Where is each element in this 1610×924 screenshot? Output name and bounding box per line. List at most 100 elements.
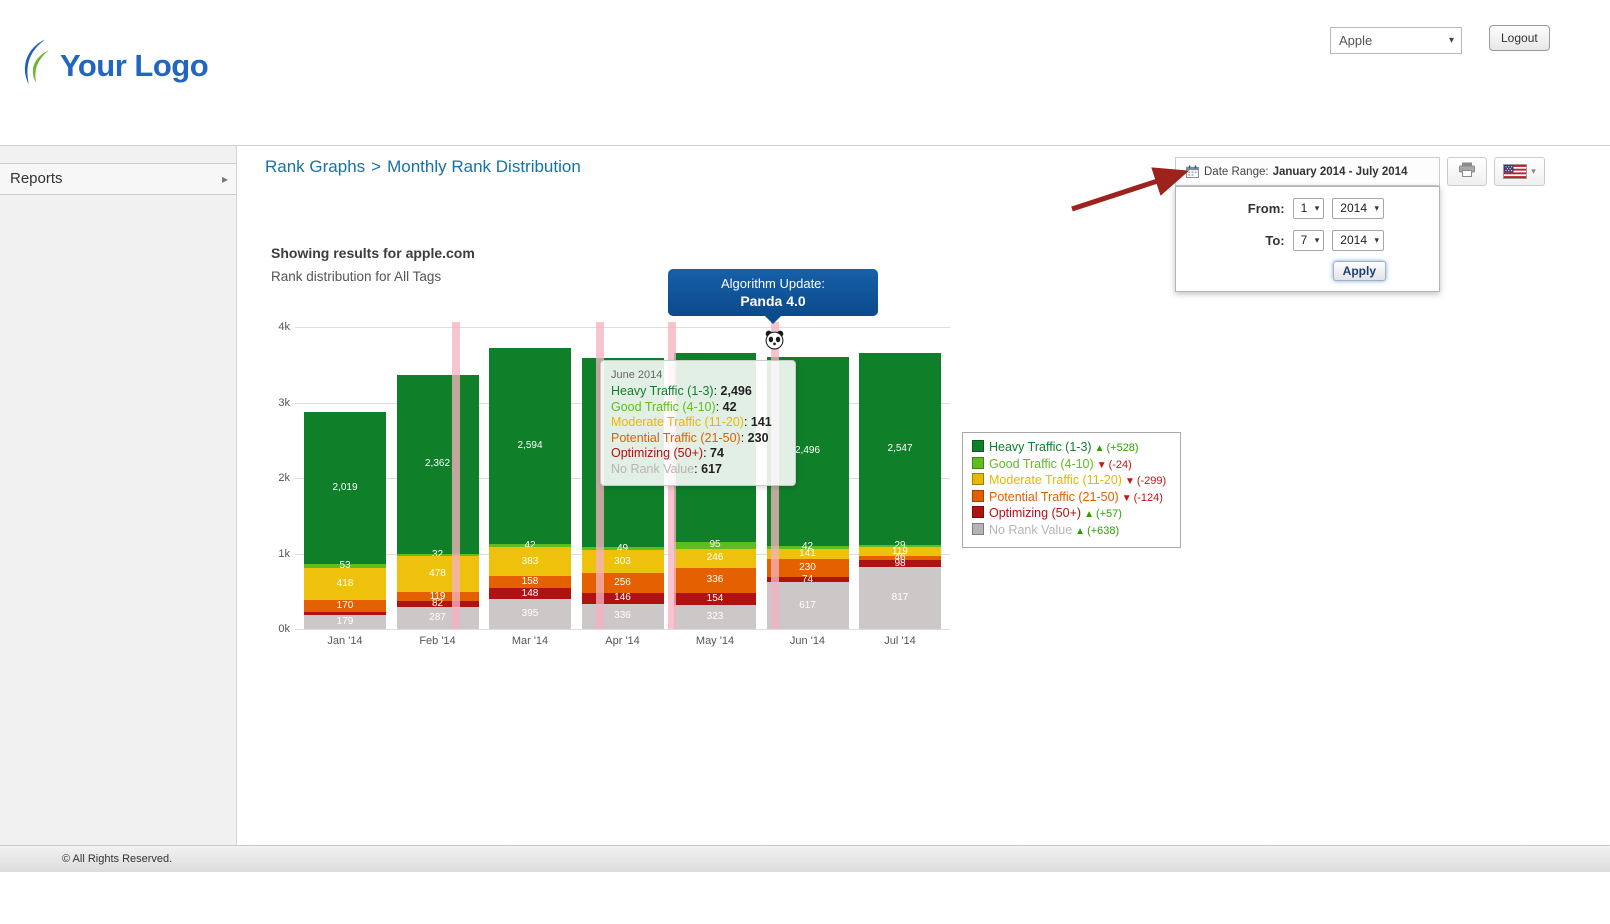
legend-item-delta: (-24) <box>1108 458 1132 471</box>
legend-item[interactable]: Good Traffic (4-10) ▼ (-24) <box>972 456 1171 474</box>
apply-button[interactable]: Apply <box>1332 261 1386 281</box>
trend-up-icon: ▲ <box>1075 525 1086 537</box>
bar-segment[interactable]: 256 <box>581 573 664 593</box>
from-year-value: 2014 <box>1340 201 1367 215</box>
bar-segment[interactable]: 478 <box>396 556 479 593</box>
tooltip-row-label: Good Traffic (4-10) <box>611 399 716 414</box>
date-range-panel: From: 1 ▾ 2014 ▾ To: 7 ▾ 2014 ▾ Apply <box>1175 186 1440 292</box>
tooltip-row-value: 74 <box>706 446 724 460</box>
bar-segment[interactable]: 336 <box>674 567 756 593</box>
calendar-icon <box>1186 165 1199 178</box>
footer: © All Rights Reserved. <box>0 845 1610 872</box>
legend-item-delta: (-299) <box>1136 475 1167 488</box>
tooltip-row-value: 617 <box>697 461 722 476</box>
date-range-label: Date Range: <box>1204 165 1269 178</box>
sidebar-item-reports[interactable]: Reports ▸ <box>0 163 236 195</box>
x-axis-label: Mar '14 <box>511 635 549 647</box>
bar-segment[interactable]: 2,547 <box>859 352 941 546</box>
bar-segment[interactable]: 148 <box>489 587 571 600</box>
breadcrumb-separator: > <box>371 157 382 176</box>
trend-down-icon: ▼ <box>1096 459 1107 471</box>
bar-value-label: 2,547 <box>887 443 913 455</box>
bar-segment[interactable]: 170 <box>304 599 386 613</box>
to-month-select[interactable]: 7 ▾ <box>1292 230 1325 251</box>
legend-item-label: Optimizing (50+) <box>989 506 1082 521</box>
bar-segment[interactable]: 395 <box>489 599 571 629</box>
y-axis-tick-label: 4k <box>278 321 290 333</box>
bar-segment[interactable]: 2,594 <box>489 348 571 544</box>
from-year-select[interactable]: 2014 ▾ <box>1332 198 1384 219</box>
print-button[interactable] <box>1447 157 1487 186</box>
algorithm-update-title: Algorithm Update: <box>720 276 826 291</box>
from-month-select[interactable]: 1 ▾ <box>1292 198 1325 219</box>
x-axis-label: Apr '14 <box>605 635 640 647</box>
tooltip-row-value: 230 <box>744 430 769 445</box>
tooltip-row: Optimizing (50+): 74 <box>611 446 724 460</box>
legend-item-label: Heavy Traffic (1-3) <box>989 440 1092 454</box>
logo[interactable]: Your Logo <box>18 36 209 95</box>
chevron-down-icon: ▾ <box>1531 166 1536 176</box>
tooltip-row: Potential Traffic (21-50): 230 <box>611 430 769 445</box>
gridline <box>295 629 950 630</box>
bar-segment[interactable]: 154 <box>674 592 756 605</box>
legend-item[interactable]: Potential Traffic (21-50) ▼ (-124) <box>972 489 1171 507</box>
bar-segment[interactable]: 146 <box>581 592 664 604</box>
legend-swatch-icon <box>972 440 984 452</box>
tooltip-title: June 2014 <box>611 369 663 381</box>
x-axis-label: Jan '14 <box>327 635 363 647</box>
bar-segment[interactable]: 2,362 <box>396 375 479 554</box>
algorithm-update-marker[interactable] <box>452 322 461 629</box>
bar-segment[interactable]: 119 <box>396 591 479 602</box>
bar-segment[interactable]: 287 <box>396 607 479 629</box>
legend-item-label: No Rank Value <box>989 522 1073 537</box>
algorithm-update-name: Panda 4.0 <box>740 293 806 309</box>
date-range-toggle[interactable]: Date Range: January 2014 - July 2014 <box>1175 157 1440 186</box>
legend-item-delta: (+528) <box>1106 442 1139 454</box>
y-axis-tick-label: 3k <box>278 396 290 409</box>
bar-segment[interactable]: 323 <box>674 604 756 629</box>
bar-segment[interactable]: 246 <box>674 549 756 568</box>
algorithm-update-callout: Algorithm Update: Panda 4.0 <box>668 269 878 324</box>
from-month-value: 1 <box>1300 201 1308 215</box>
panda-icon[interactable] <box>764 329 785 355</box>
bar-segment[interactable]: 2,019 <box>304 411 386 564</box>
bar-segment[interactable]: 95 <box>674 540 756 550</box>
legend-item-delta: (+57) <box>1095 508 1122 521</box>
bar-segment[interactable]: 418 <box>304 567 386 600</box>
chevron-down-icon: ▾ <box>1374 235 1379 245</box>
language-dropdown[interactable]: ▾ <box>1494 157 1545 186</box>
bar-value-label: 179 <box>336 616 354 628</box>
legend-item[interactable]: Heavy Traffic (1-3) ▲ (+528) <box>972 440 1171 457</box>
bar-segment[interactable]: 303 <box>581 550 664 574</box>
legend-item-label: Potential Traffic (21-50) <box>989 489 1119 504</box>
bar-value-label: 119 <box>892 545 908 557</box>
bar-segment[interactable]: 158 <box>489 576 571 588</box>
account-dropdown[interactable]: Apple ▾ <box>1330 27 1462 54</box>
chart-tooltip: June 2014 Heavy Traffic (1-3): 2,496 Good… <box>600 360 796 486</box>
to-year-value: 2014 <box>1340 233 1367 247</box>
tooltip-row-label: No Rank Value <box>611 461 695 476</box>
x-axis-label: May '14 <box>695 635 735 647</box>
chevron-right-icon: ▸ <box>221 172 228 186</box>
logout-button[interactable]: Logout <box>1489 25 1550 51</box>
legend-item[interactable]: Moderate Traffic (11-20) ▼ (-299) <box>972 473 1171 490</box>
bar-value-label: 148 <box>521 587 539 599</box>
bar-segment[interactable]: 336 <box>581 603 664 629</box>
legend-item-delta: (+638) <box>1087 524 1120 537</box>
bar-segment[interactable]: 817 <box>859 567 941 629</box>
bar-value-label: 246 <box>706 552 724 564</box>
bar-segment[interactable]: 98 <box>859 558 941 568</box>
legend-item[interactable]: Optimizing (50+) ▲ (+57) <box>972 506 1171 523</box>
tooltip-row-label: Heavy Traffic (1-3) <box>611 384 714 398</box>
bar-column: 2,547 29 119 46 98 817 <box>859 352 941 629</box>
to-month-value: 7 <box>1300 233 1308 247</box>
to-year-select[interactable]: 2014 ▾ <box>1332 230 1384 251</box>
breadcrumb-section[interactable]: Rank Graphs <box>265 157 366 176</box>
bar-value-label: 395 <box>521 608 539 620</box>
bar-segment[interactable]: 119 <box>859 545 941 557</box>
legend-item[interactable]: No Rank Value ▲ (+638) <box>972 522 1171 540</box>
sidebar-item-label: Reports <box>10 170 63 187</box>
bar-segment[interactable]: 179 <box>304 615 386 629</box>
bar-segment[interactable]: 383 <box>489 547 571 577</box>
bar-segment[interactable] <box>304 612 386 616</box>
